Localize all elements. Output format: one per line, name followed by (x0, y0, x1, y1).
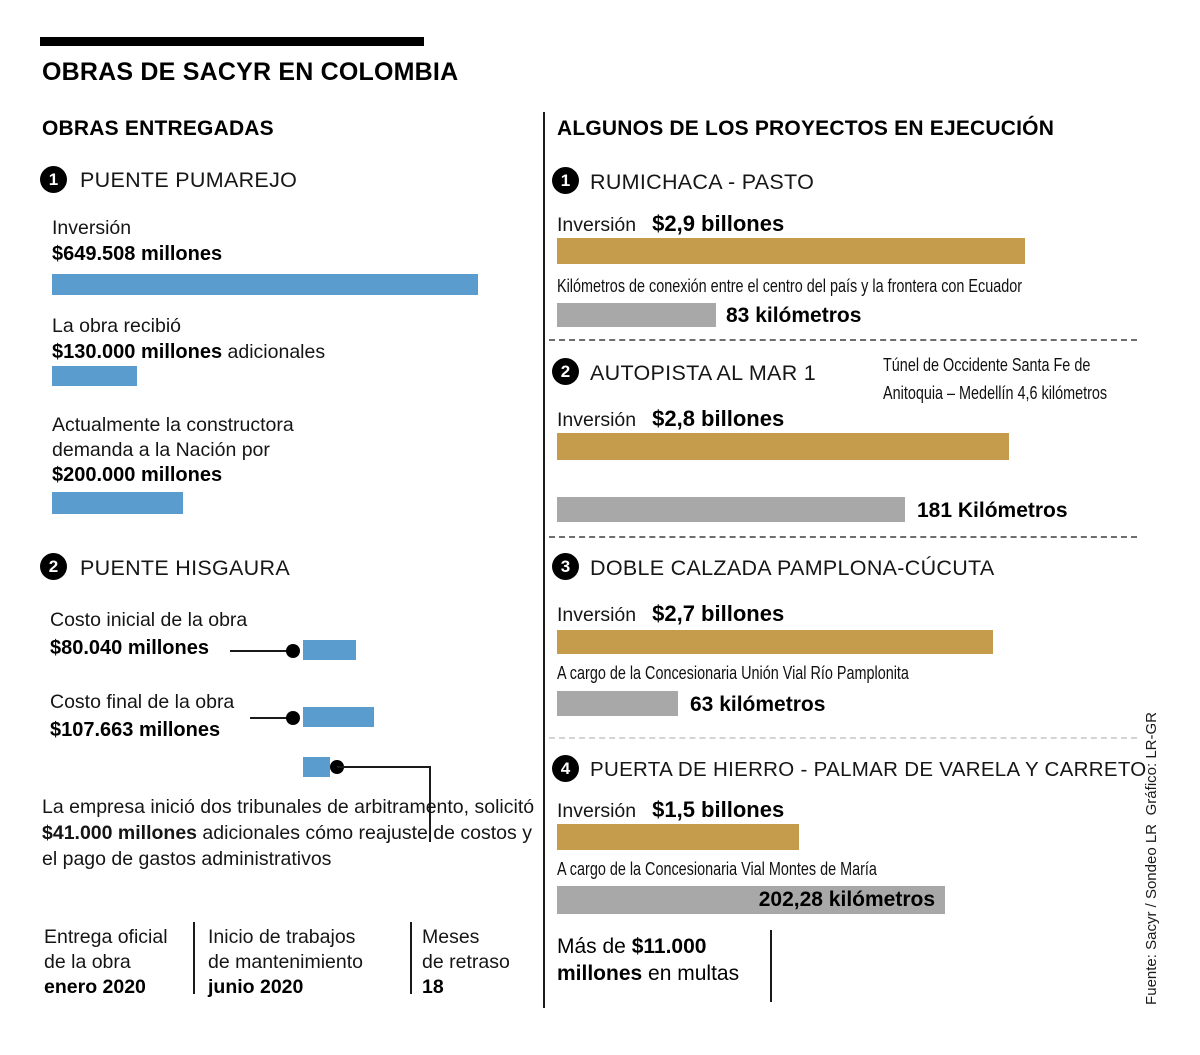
footer-value: 18 (422, 976, 444, 998)
badge-number: 2 (40, 553, 67, 580)
connector-dot (286, 711, 300, 725)
section-separator (549, 536, 1137, 538)
bar-pumarejo-inversion (52, 274, 478, 295)
arbitration-note: La empresa inició dos tribunales de arbi… (42, 796, 535, 870)
bar-puerta-km: 202,28 kilómetros (557, 886, 945, 914)
bar-puerta-inversion (557, 824, 799, 850)
bar-hisgaura-costo-inicial (303, 640, 356, 660)
footer-divider (410, 922, 412, 994)
bar-rumichaca-inversion (557, 238, 1025, 264)
stat-value: $107.663 millones (50, 719, 221, 741)
km-value: 202,28 kilómetros (758, 888, 935, 911)
badge-number: 4 (552, 755, 579, 782)
inversion-label: Inversión (557, 800, 637, 822)
footer-cell-mantenimiento: Inicio de trabajos de mantenimiento juni… (208, 925, 363, 1000)
multas-note: Más de $11.000 millones en multas (557, 935, 740, 985)
badge-number: 2 (552, 358, 579, 385)
inversion-row: Inversión $2,7 billones (557, 601, 784, 627)
section-separator (549, 737, 1137, 739)
project-name-pamplona: DOBLE CALZADA PAMPLONA-CÚCUTA (590, 556, 995, 580)
title-rule (40, 37, 424, 46)
km-value: 181 Kilómetros (917, 499, 1068, 522)
inversion-label: Inversión (557, 214, 637, 236)
stat-value: $80.040 millones (50, 637, 209, 659)
project-name-rumichaca: RUMICHACA - PASTO (590, 170, 815, 194)
stat-label: La obra recibió (52, 315, 181, 337)
badge-number: 3 (552, 553, 579, 580)
footer-label: de mantenimiento (208, 951, 364, 973)
footer-label: Inicio de trabajos (208, 926, 356, 948)
credit-text: Gráfico: LR-GR (1143, 712, 1160, 816)
inversion-value: $2,7 billones (652, 601, 785, 626)
bar-pamplona-inversion (557, 630, 993, 654)
bar-hisgaura-arbitramento (303, 757, 330, 777)
project-name-puerta-de-hierro: PUERTA DE HIERRO - PALMAR DE VARELA Y CA… (590, 758, 1147, 781)
bar-hisgaura-costo-final (303, 707, 374, 727)
bar-mar1-km (557, 497, 905, 522)
footer-label: de la obra (44, 951, 131, 973)
bar-pumarejo-demanda (52, 492, 183, 514)
bar-pamplona-km (557, 691, 678, 716)
inversion-label: Inversión (557, 604, 637, 626)
stat-label: Costo inicial de la obra (50, 609, 248, 631)
bar-pumarejo-adicionales (52, 366, 137, 386)
footer-divider (193, 922, 195, 994)
multas-divider (770, 930, 772, 1002)
badge-number: 1 (552, 167, 579, 194)
stat-label: Actualmente la constructora (52, 414, 294, 436)
stat-label: demanda a la Nación por (52, 439, 270, 461)
footer-value: junio 2020 (208, 976, 304, 998)
km-value: 83 kilómetros (726, 304, 862, 327)
inversion-value: $2,8 billones (652, 406, 785, 431)
footer-value: enero 2020 (44, 976, 146, 998)
inversion-row: Inversión $2,9 billones (557, 211, 784, 237)
connector-line (337, 766, 431, 768)
connector-line (429, 766, 431, 842)
source-text: Fuente: Sacyr / Sondeo LR (1143, 824, 1160, 1005)
footer-label: de retraso (422, 951, 510, 973)
inversion-row: Inversión $1,5 billones (557, 797, 784, 823)
km-note: A cargo de la Concesionaria Vial Montes … (557, 859, 877, 879)
inversion-value: $1,5 billones (652, 797, 785, 822)
project-name-hisgaura: PUENTE HISGAURA (80, 556, 290, 580)
page-title: OBRAS DE SACYR EN COLOMBIA (42, 58, 459, 86)
inversion-row: Inversión $2,8 billones (557, 406, 784, 432)
left-section-header: OBRAS ENTREGADAS (42, 117, 274, 140)
tunnel-side-note: Túnel de Occidente Santa Fe de Anitoquia… (883, 355, 1108, 403)
km-note: Kilómetros de conexión entre el centro d… (557, 276, 1023, 296)
project-name-mar1: AUTOPISTA AL MAR 1 (590, 361, 817, 385)
footer-cell-entrega: Entrega oficial de la obra enero 2020 (44, 925, 168, 1000)
section-separator (549, 339, 1137, 341)
column-divider (543, 112, 545, 1008)
stat-label: Inversión (52, 217, 132, 239)
km-note: A cargo de la Concesionaria Unión Vial R… (557, 663, 909, 683)
footer-label: Entrega oficial (44, 926, 168, 948)
inversion-value: $2,9 billones (652, 211, 785, 236)
km-value: 63 kilómetros (690, 693, 826, 716)
bar-rumichaca-km (557, 303, 716, 327)
stat-value: $649.508 millones (52, 243, 223, 265)
stat-value: $130.000 millones adicionales (52, 341, 326, 363)
stat-label: Costo final de la obra (50, 691, 235, 713)
connector-line (250, 717, 288, 719)
right-section-header: ALGUNOS DE LOS PROYECTOS EN EJECUCIÓN (557, 117, 1055, 140)
stat-value: $200.000 millones (52, 464, 223, 486)
project-name-pumarejo: PUENTE PUMAREJO (80, 168, 298, 192)
footer-label: Meses (422, 926, 480, 948)
bar-mar1-inversion (557, 433, 1009, 460)
inversion-label: Inversión (557, 409, 637, 431)
connector-dot (286, 644, 300, 658)
footer-cell-retraso: Meses de retraso 18 (422, 925, 510, 1000)
connector-line (230, 650, 288, 652)
badge-number: 1 (40, 166, 67, 193)
